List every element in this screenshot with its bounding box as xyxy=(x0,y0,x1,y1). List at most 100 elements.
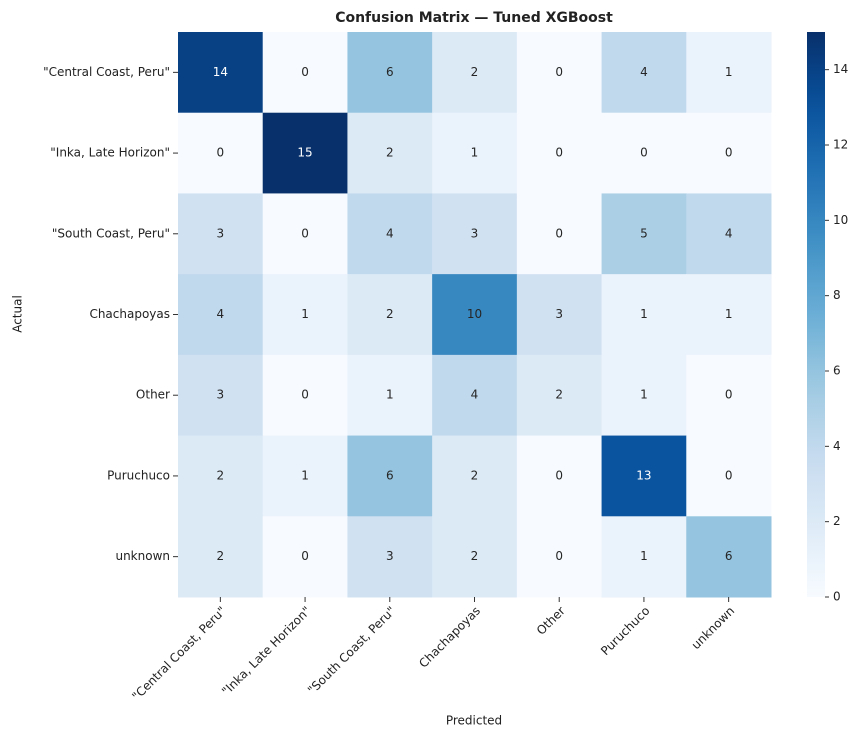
x-tick-label: Other xyxy=(534,604,568,638)
cell-label: 2 xyxy=(217,549,225,563)
cell-label: 0 xyxy=(555,226,563,240)
y-tick-label: "South Coast, Peru" xyxy=(52,226,170,240)
cell xyxy=(178,112,264,194)
colorbar-tick-label: 14 xyxy=(833,62,848,76)
cell xyxy=(516,32,603,114)
cell xyxy=(347,274,433,356)
cell xyxy=(347,435,433,517)
cell xyxy=(686,435,772,517)
cell xyxy=(262,112,348,194)
cell xyxy=(686,516,772,598)
colorbar xyxy=(807,32,825,597)
cell xyxy=(516,516,603,598)
cell-label: 1 xyxy=(386,388,394,402)
cell xyxy=(432,354,518,437)
cell xyxy=(686,193,772,275)
cell xyxy=(686,354,772,437)
colorbar-tick-label: 6 xyxy=(833,364,841,378)
cell-label: 1 xyxy=(640,388,648,402)
cell-label: 1 xyxy=(725,307,733,321)
cell-label: 0 xyxy=(725,146,733,160)
cell-label: 0 xyxy=(555,549,563,563)
cell-label: 3 xyxy=(471,226,479,240)
cell xyxy=(347,193,433,275)
cell xyxy=(601,354,687,437)
cell-label: 1 xyxy=(640,307,648,321)
cell-label: 2 xyxy=(386,146,394,160)
y-axis-label: Actual xyxy=(11,295,25,333)
cell-label: 0 xyxy=(217,146,225,160)
colorbar-tick-label: 10 xyxy=(833,213,848,227)
cell-label: 5 xyxy=(640,226,648,240)
y-tick-label: "Central Coast, Peru" xyxy=(43,65,170,79)
x-axis-label: Predicted xyxy=(446,714,502,728)
cell xyxy=(178,516,264,598)
cell xyxy=(516,274,603,356)
cell-label: 4 xyxy=(217,307,225,321)
cell-label: 2 xyxy=(217,468,225,482)
cell-label: 4 xyxy=(386,226,394,240)
cell xyxy=(432,274,518,356)
cell-label: 10 xyxy=(467,307,482,321)
cell-label: 2 xyxy=(386,307,394,321)
cell-label: 0 xyxy=(555,146,563,160)
cell xyxy=(432,32,518,114)
cell-label: 13 xyxy=(636,468,651,482)
cell-label: 15 xyxy=(297,146,312,160)
cell xyxy=(686,32,772,114)
y-tick-label: Puruchuco xyxy=(107,468,170,482)
cell-label: 0 xyxy=(640,146,648,160)
cell xyxy=(686,112,772,194)
cell-label: 0 xyxy=(725,468,733,482)
cell-label: 6 xyxy=(386,468,394,482)
cell-label: 1 xyxy=(301,307,309,321)
cell-label: 4 xyxy=(725,226,733,240)
x-tick-label: unknown xyxy=(689,604,737,652)
cell-label: 0 xyxy=(555,468,563,482)
x-tick-label: Chachapoyas xyxy=(416,604,483,671)
x-tick-label: "Central Coast, Peru" xyxy=(129,604,229,704)
x-tick-label: "Inka, Late Horizon" xyxy=(219,604,314,699)
colorbar-tick-label: 12 xyxy=(833,138,848,152)
cell xyxy=(262,32,348,114)
cell xyxy=(432,193,518,275)
colorbar-tick-label: 2 xyxy=(833,514,841,528)
cell xyxy=(347,32,433,114)
cell xyxy=(178,32,264,114)
cell-label: 3 xyxy=(386,549,394,563)
cell-label: 0 xyxy=(301,65,309,79)
cell-label: 3 xyxy=(217,226,225,240)
cell-label: 6 xyxy=(725,549,733,563)
cell-label: 4 xyxy=(640,65,648,79)
cell xyxy=(516,193,603,275)
cell xyxy=(262,193,348,275)
cell xyxy=(262,354,348,437)
cell-label: 1 xyxy=(725,65,733,79)
cell-label: 1 xyxy=(471,146,479,160)
cell-label: 3 xyxy=(217,388,225,402)
cell-label: 4 xyxy=(471,388,479,402)
cell xyxy=(262,516,348,598)
cell-label: 0 xyxy=(555,65,563,79)
cell xyxy=(178,274,264,356)
cell xyxy=(516,354,603,437)
cell xyxy=(432,112,518,194)
cell-label: 0 xyxy=(301,226,309,240)
cell-label: 14 xyxy=(213,65,228,79)
cell xyxy=(178,354,264,437)
cell-label: 2 xyxy=(471,549,479,563)
cell xyxy=(347,112,433,194)
colorbar-tick-label: 8 xyxy=(833,288,841,302)
cell-label: 0 xyxy=(301,549,309,563)
cell xyxy=(432,516,518,598)
cell xyxy=(601,112,687,194)
cell-label: 3 xyxy=(555,307,563,321)
cell xyxy=(601,193,687,275)
cell xyxy=(347,516,433,598)
y-tick-label: Other xyxy=(136,388,170,402)
cell-label: 1 xyxy=(301,468,309,482)
chart-title: Confusion Matrix — Tuned XGBoost xyxy=(335,10,613,26)
cell xyxy=(601,274,687,356)
y-tick-label: unknown xyxy=(115,549,170,563)
